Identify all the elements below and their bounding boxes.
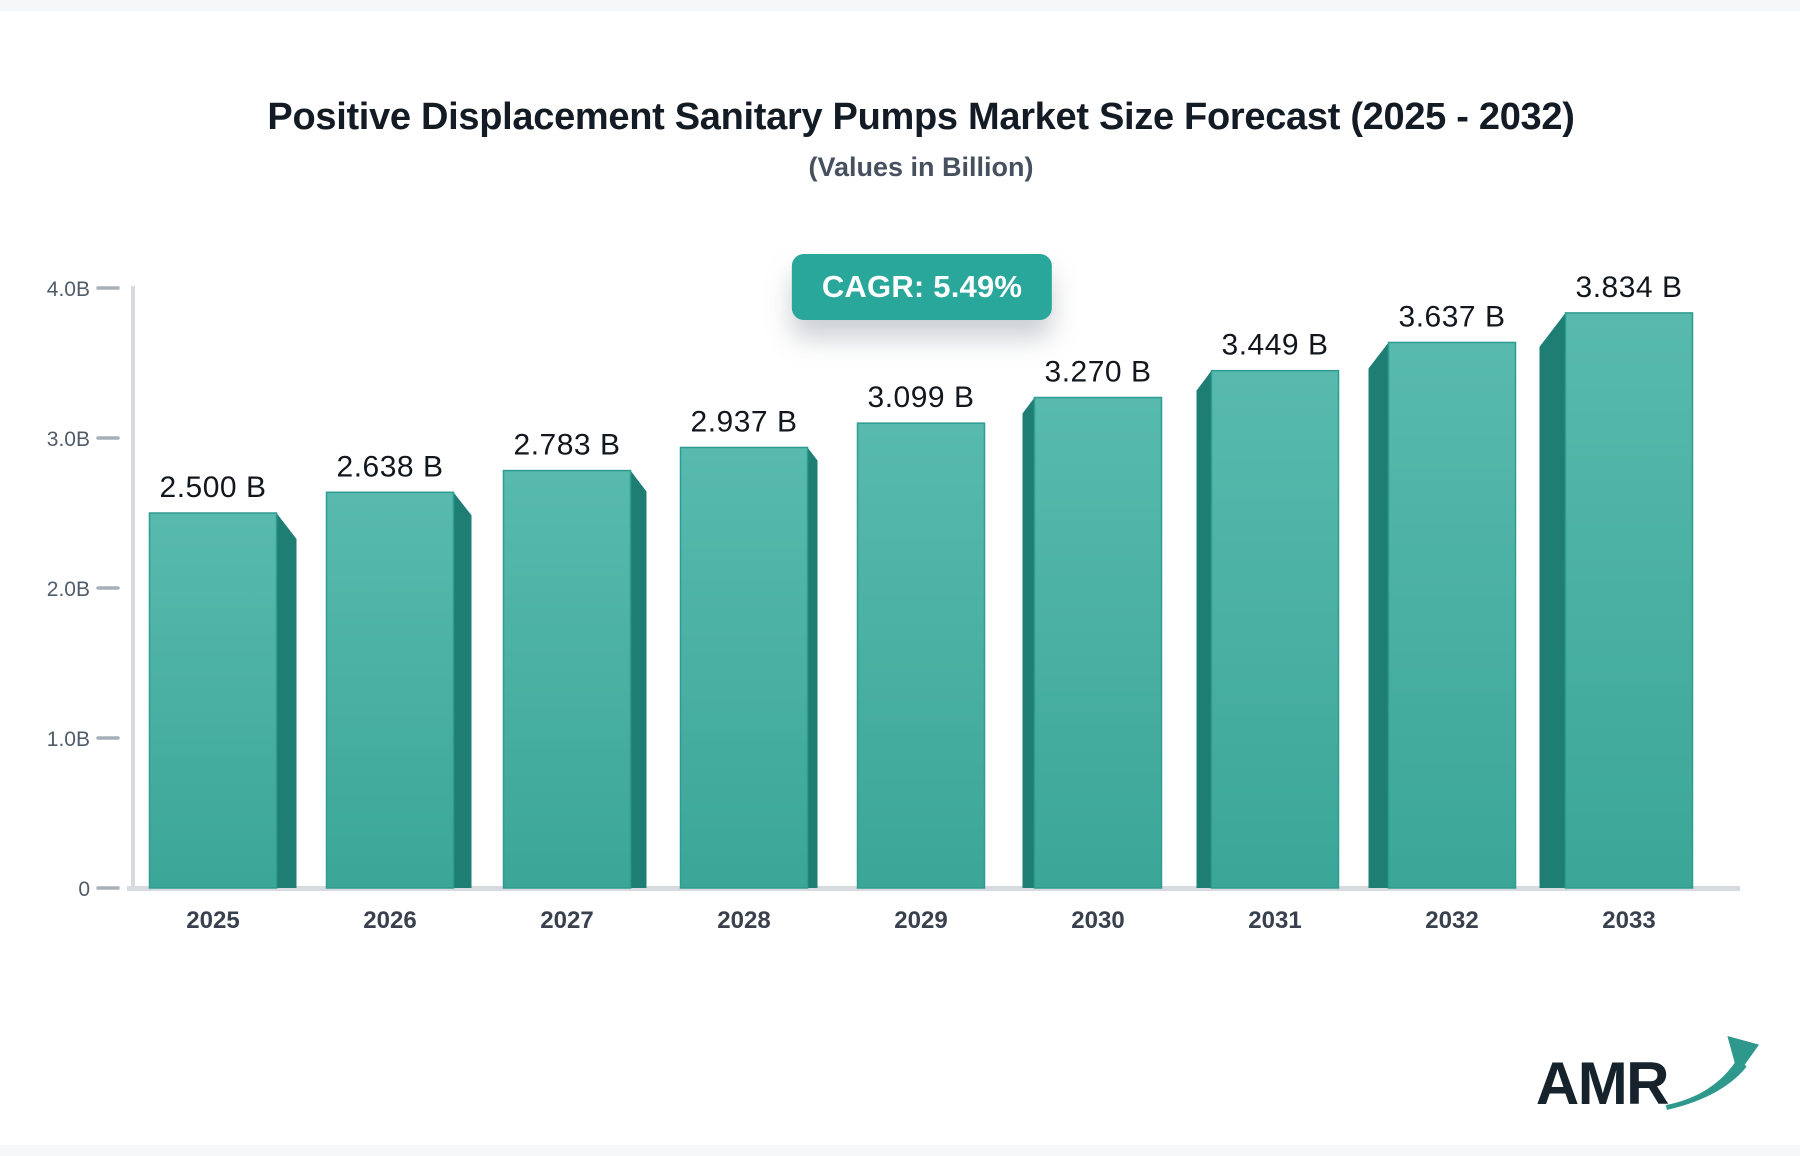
x-axis-label: 2031 [1248, 907, 1301, 934]
bar-front-face [502, 469, 632, 889]
bar-value-label: 3.637 B [1399, 300, 1506, 333]
bar-value-label: 2.638 B [337, 450, 444, 483]
x-axis-label: 2032 [1425, 907, 1478, 934]
bar-side-face [1196, 370, 1212, 888]
x-axis-label: 2027 [540, 907, 593, 934]
bar-value-label: 3.449 B [1222, 329, 1329, 362]
x-axis-label: 2033 [1602, 907, 1655, 934]
bar-2029: 3.099 B 2029 [856, 381, 986, 934]
page-top-edge [0, 0, 1800, 11]
bar-side-face [1539, 312, 1566, 888]
bar-value-label: 3.270 B [1045, 356, 1152, 389]
bar-front-face [1210, 369, 1340, 889]
bar-front-face [679, 446, 809, 889]
bar-value-label: 2.500 B [160, 471, 267, 504]
bar-front-face [856, 422, 986, 889]
bar-value-label: 2.937 B [691, 405, 798, 438]
chart-subtitle: (Values in Billion) [808, 152, 1034, 182]
bar-value-label: 2.783 B [514, 429, 621, 462]
x-axis-label: 2025 [186, 907, 239, 934]
y-axis-tick-label: 3.0B [47, 428, 90, 451]
bar-side-face [453, 492, 472, 888]
bar-front-face [325, 491, 455, 889]
bar-side-face [1022, 397, 1035, 888]
y-axis-tick-label: 4.0B [47, 278, 90, 301]
bar-2025: 2.500 B 2025 [148, 471, 297, 934]
amr-logo-text: AMR [1535, 1050, 1670, 1117]
y-axis-line [131, 286, 135, 890]
cagr-badge: CAGR: 5.49% [791, 254, 1053, 320]
bar-2032: 3.637 B 2032 [1368, 300, 1517, 934]
bar-front-face [1564, 312, 1694, 889]
bar-front-face [1387, 341, 1517, 889]
chart-title: Positive Displacement Sanitary Pumps Mar… [267, 96, 1575, 138]
bar-side-face [630, 470, 647, 888]
bar-2027: 2.783 B 2027 [502, 429, 647, 934]
bar-2031: 3.449 B 2031 [1196, 329, 1340, 934]
bar-value-label: 3.099 B [868, 381, 975, 414]
y-axis-tick-label: 2.0B [47, 578, 90, 601]
bar-side-face [807, 447, 818, 888]
bar-side-face [276, 513, 297, 888]
y-axis-tick-label: 0 [78, 878, 90, 901]
x-axis-label: 2030 [1071, 907, 1124, 934]
bar-value-label: 3.834 B [1576, 271, 1683, 304]
x-axis-label: 2029 [894, 907, 947, 934]
bar-2028: 2.937 B 2028 [679, 405, 818, 934]
bar-2030: 3.270 B 2030 [1022, 356, 1163, 934]
x-axis-label: 2026 [363, 907, 416, 934]
bar-front-face [1033, 396, 1163, 889]
bar-front-face [148, 512, 278, 889]
amr-logo: AMR [1536, 1030, 1760, 1114]
page-bottom-edge [0, 1145, 1800, 1156]
bar-side-face [1368, 342, 1389, 888]
y-axis-tick-label: 1.0B [47, 728, 90, 751]
bar-2026: 2.638 B 2026 [325, 450, 472, 934]
growth-arrow-icon [1665, 1035, 1760, 1110]
x-axis-label: 2028 [717, 907, 770, 934]
bar-2033: 3.834 B 2033 [1539, 271, 1694, 934]
